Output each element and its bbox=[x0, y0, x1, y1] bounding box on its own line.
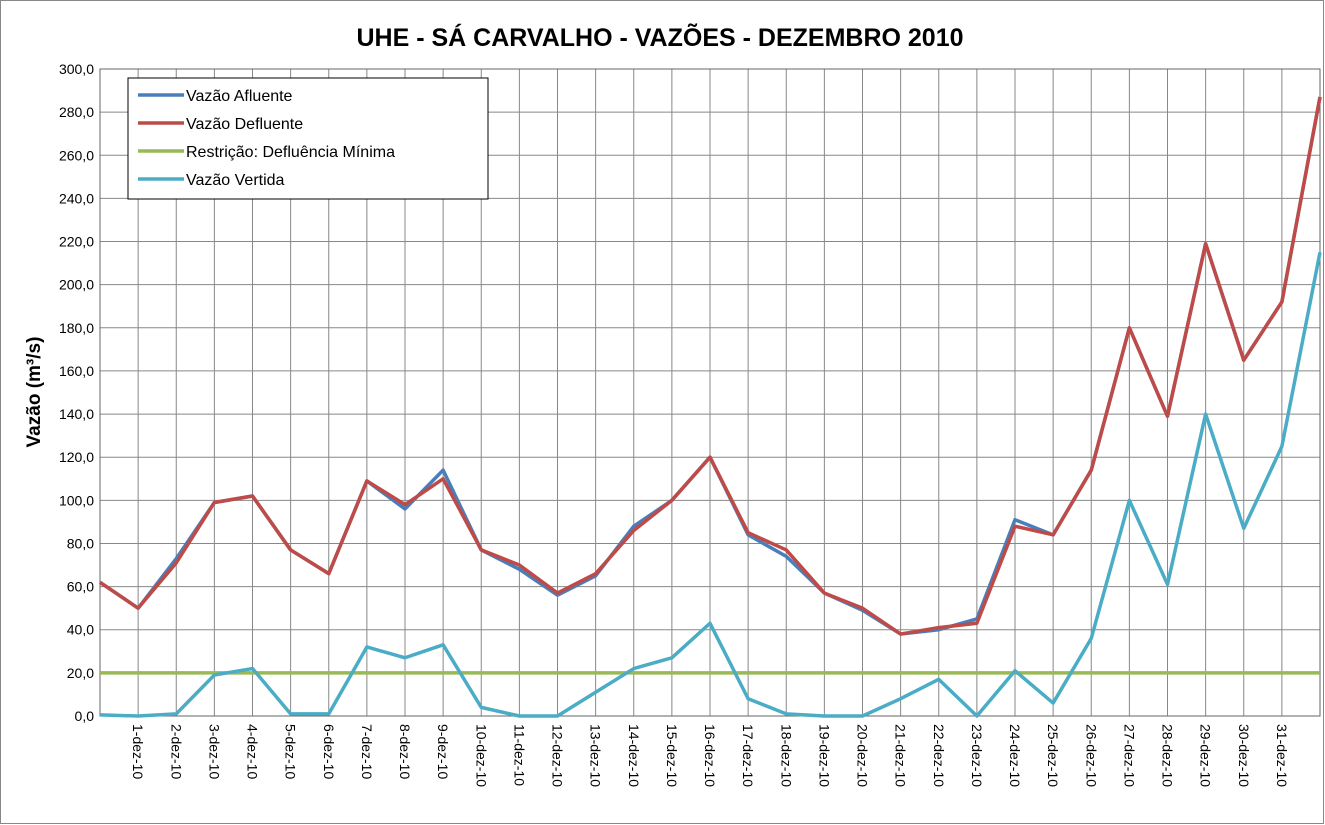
x-tick-label: 7-dez-10 bbox=[359, 724, 375, 779]
x-tick-label: 9-dez-10 bbox=[435, 724, 451, 779]
x-tick-label: 19-dez-10 bbox=[816, 724, 832, 787]
x-tick-label: 30-dez-10 bbox=[1236, 724, 1252, 787]
y-axis-label: Vazão (m³/s) bbox=[24, 337, 45, 448]
x-tick-label: 28-dez-10 bbox=[1160, 724, 1176, 787]
y-tick-label: 260,0 bbox=[59, 147, 94, 163]
x-tick-label: 22-dez-10 bbox=[931, 724, 947, 787]
y-tick-label: 160,0 bbox=[59, 363, 94, 379]
x-tick-label: 13-dez-10 bbox=[588, 724, 604, 787]
x-tick-label: 6-dez-10 bbox=[321, 724, 337, 779]
x-tick-label: 10-dez-10 bbox=[473, 724, 489, 787]
y-tick-label: 140,0 bbox=[59, 406, 94, 422]
x-tick-label: 27-dez-10 bbox=[1121, 724, 1137, 787]
chart-title: UHE - SÁ CARVALHO - VAZÕES - DEZEMBRO 20… bbox=[356, 22, 963, 52]
legend-label: Restrição: Defluência Mínima bbox=[186, 144, 395, 161]
y-tick-label: 100,0 bbox=[59, 492, 94, 508]
x-tick-label: 8-dez-10 bbox=[397, 724, 413, 779]
x-tick-label: 26-dez-10 bbox=[1083, 724, 1099, 787]
y-tick-label: 60,0 bbox=[67, 579, 94, 595]
x-tick-label: 12-dez-10 bbox=[550, 724, 566, 787]
x-tick-label: 1-dez-10 bbox=[130, 724, 146, 779]
x-tick-label: 17-dez-10 bbox=[740, 724, 756, 787]
x-tick-label: 5-dez-10 bbox=[283, 724, 299, 779]
x-tick-label: 31-dez-10 bbox=[1274, 724, 1290, 787]
x-tick-label: 29-dez-10 bbox=[1198, 724, 1214, 787]
x-tick-label: 21-dez-10 bbox=[893, 724, 909, 787]
y-tick-label: 200,0 bbox=[59, 277, 94, 293]
y-tick-label: 300,0 bbox=[59, 61, 94, 77]
y-tick-label: 180,0 bbox=[59, 320, 94, 336]
y-tick-label: 280,0 bbox=[59, 104, 94, 120]
x-tick-label: 11-dez-10 bbox=[511, 724, 527, 786]
x-tick-label: 4-dez-10 bbox=[245, 724, 261, 779]
y-tick-label: 220,0 bbox=[59, 234, 94, 250]
y-tick-label: 0,0 bbox=[75, 708, 95, 724]
y-tick-label: 40,0 bbox=[67, 622, 94, 638]
x-tick-label: 23-dez-10 bbox=[969, 724, 985, 787]
x-tick-label: 2-dez-10 bbox=[168, 724, 184, 779]
x-tick-label: 15-dez-10 bbox=[664, 724, 680, 787]
plot-border bbox=[99, 68, 1321, 717]
legend-label: Vazão Vertida bbox=[186, 172, 285, 189]
x-tick-label: 18-dez-10 bbox=[778, 724, 794, 787]
x-tick-label: 16-dez-10 bbox=[702, 724, 718, 787]
series-line bbox=[99, 96, 1322, 636]
x-tick-label: 3-dez-10 bbox=[206, 724, 222, 779]
x-tick-label: 20-dez-10 bbox=[855, 724, 871, 787]
y-tick-label: 20,0 bbox=[67, 665, 94, 681]
y-tick-label: 80,0 bbox=[67, 535, 94, 551]
x-tick-label: 14-dez-10 bbox=[626, 724, 642, 787]
x-tick-label: 25-dez-10 bbox=[1045, 724, 1061, 787]
x-tick-label: 24-dez-10 bbox=[1007, 724, 1023, 787]
legend-label: Vazão Defluente bbox=[186, 116, 303, 133]
legend-box bbox=[127, 77, 489, 200]
series-line bbox=[99, 251, 1322, 718]
y-tick-label: 120,0 bbox=[59, 449, 94, 465]
y-tick-label: 240,0 bbox=[59, 190, 94, 206]
legend-label: Vazão Afluente bbox=[186, 88, 293, 105]
